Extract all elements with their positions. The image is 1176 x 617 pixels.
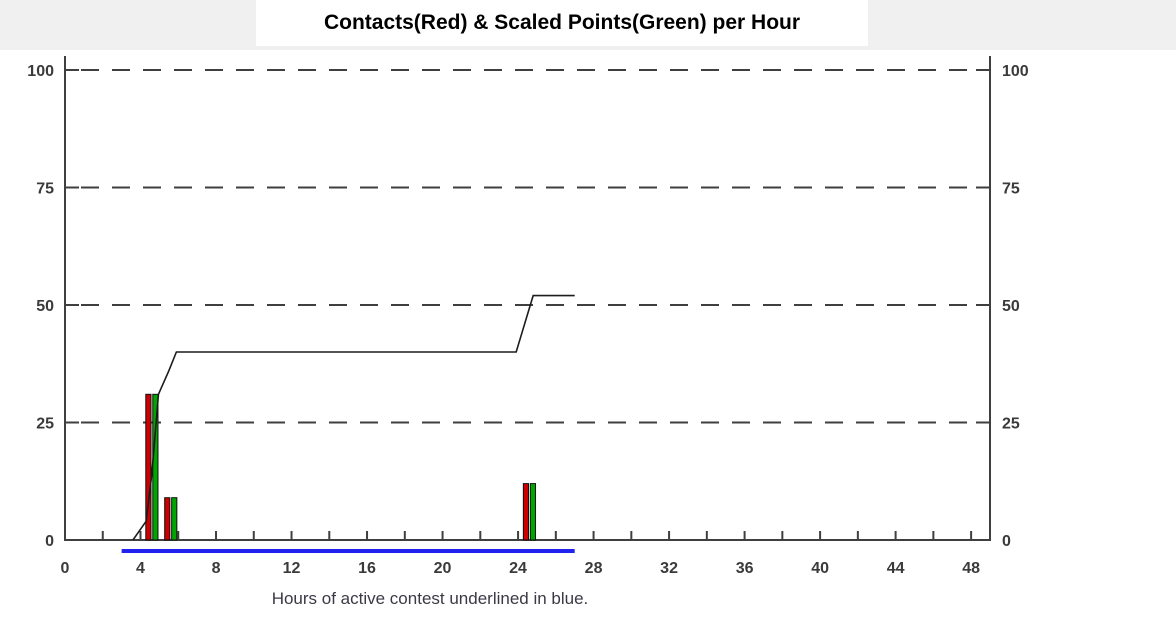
x-label-44: 44 (887, 560, 905, 577)
y-label-left-0: 0 (45, 533, 54, 550)
y-label-left-50: 50 (36, 298, 54, 315)
x-label-36: 36 (736, 560, 754, 577)
x-label-4: 4 (136, 560, 145, 577)
y-label-left-75: 75 (36, 181, 54, 198)
x-label-12: 12 (283, 560, 301, 577)
y-label-right-75: 75 (1002, 181, 1020, 198)
x-label-0: 0 (61, 560, 70, 577)
contacts-bar-hour5 (164, 497, 171, 541)
chart-caption: Hours of active contest underlined in bl… (271, 589, 589, 608)
y-label-right-50: 50 (1002, 298, 1020, 315)
points-bar-hour24 (529, 483, 537, 541)
chart-title: Contacts(Red) & Scaled Points(Green) per… (323, 11, 801, 34)
x-label-20: 20 (434, 560, 452, 577)
contacts-bar-hour4 (145, 393, 152, 541)
x-label-16: 16 (358, 560, 376, 577)
y-label-left-100: 100 (27, 63, 54, 80)
title-box: Contacts(Red) & Scaled Points(Green) per… (256, 0, 868, 46)
y-label-right-25: 25 (1002, 416, 1020, 433)
x-label-48: 48 (962, 560, 980, 577)
axes-frame (64, 56, 991, 541)
cumulative-line (132, 294, 575, 541)
points-bar-hour5 (171, 497, 178, 541)
x-label-8: 8 (212, 560, 221, 577)
contacts-bar-hour24 (522, 483, 530, 541)
y-label-right-0: 0 (1002, 533, 1011, 550)
x-label-28: 28 (585, 560, 603, 577)
x-label-32: 32 (660, 560, 678, 577)
y-label-right-100: 100 (1002, 63, 1029, 80)
x-label-24: 24 (509, 560, 527, 577)
y-label-left-25: 25 (36, 416, 54, 433)
x-label-40: 40 (811, 560, 829, 577)
